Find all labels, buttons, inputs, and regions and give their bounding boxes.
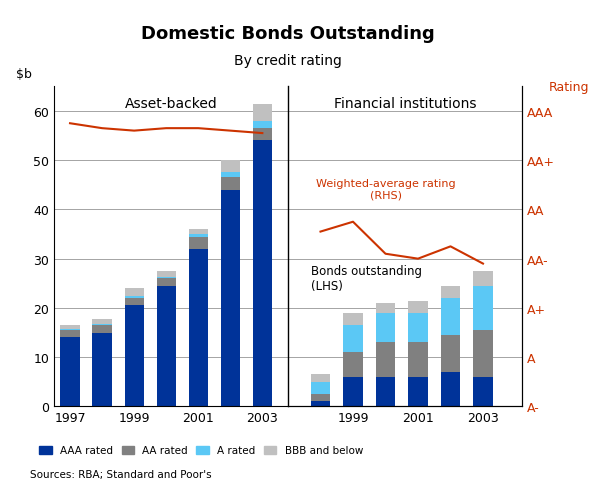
Y-axis label: Rating: Rating	[548, 81, 589, 94]
Bar	[343, 352, 363, 377]
Bar	[61, 338, 80, 407]
Bar	[188, 229, 208, 235]
Bar	[473, 377, 493, 407]
Bar	[311, 402, 330, 407]
Bar	[311, 382, 330, 394]
Bar	[408, 301, 428, 313]
Text: Bonds outstanding
(LHS): Bonds outstanding (LHS)	[311, 265, 422, 293]
Bar	[221, 190, 240, 407]
Bar	[253, 105, 272, 121]
Text: Sources: RBA; Standard and Poor's: Sources: RBA; Standard and Poor's	[30, 469, 212, 479]
Bar	[311, 394, 330, 402]
Bar	[473, 286, 493, 331]
Text: Asset-backed: Asset-backed	[125, 97, 217, 111]
Text: Weighted-average rating
(RHS): Weighted-average rating (RHS)	[316, 179, 456, 200]
Bar	[441, 372, 460, 407]
Bar	[221, 178, 240, 190]
Legend: AAA rated, AA rated, A rated, BBB and below: AAA rated, AA rated, A rated, BBB and be…	[35, 441, 367, 459]
Bar	[253, 121, 272, 129]
Bar	[92, 333, 112, 407]
Bar	[441, 299, 460, 335]
Bar	[376, 343, 395, 377]
Bar	[376, 313, 395, 343]
Bar	[376, 303, 395, 313]
Bar	[188, 235, 208, 237]
Bar	[125, 306, 144, 407]
Bar	[221, 173, 240, 178]
Y-axis label: $b: $b	[16, 68, 32, 81]
Bar	[157, 272, 176, 278]
Bar	[473, 331, 493, 377]
Bar	[125, 288, 144, 296]
Bar	[408, 343, 428, 377]
Bar	[188, 249, 208, 407]
Bar	[157, 286, 176, 407]
Bar	[61, 331, 80, 338]
Bar	[408, 377, 428, 407]
Bar	[92, 319, 112, 324]
Bar	[125, 296, 144, 299]
Bar	[253, 129, 272, 141]
Text: Domestic Bonds Outstanding: Domestic Bonds Outstanding	[141, 25, 435, 43]
Bar	[253, 141, 272, 407]
Bar	[376, 377, 395, 407]
Bar	[188, 237, 208, 249]
Bar	[61, 329, 80, 331]
Text: Financial institutions: Financial institutions	[334, 97, 476, 111]
Bar	[343, 377, 363, 407]
Bar	[441, 335, 460, 372]
Bar	[92, 325, 112, 333]
Text: By credit rating: By credit rating	[234, 54, 342, 67]
Bar	[441, 286, 460, 299]
Bar	[157, 279, 176, 286]
Bar	[408, 313, 428, 343]
Bar	[473, 272, 493, 286]
Bar	[61, 325, 80, 329]
Bar	[125, 299, 144, 306]
Bar	[157, 278, 176, 279]
Bar	[92, 324, 112, 325]
Bar	[343, 313, 363, 325]
Bar	[221, 161, 240, 173]
Bar	[311, 375, 330, 382]
Bar	[343, 325, 363, 352]
